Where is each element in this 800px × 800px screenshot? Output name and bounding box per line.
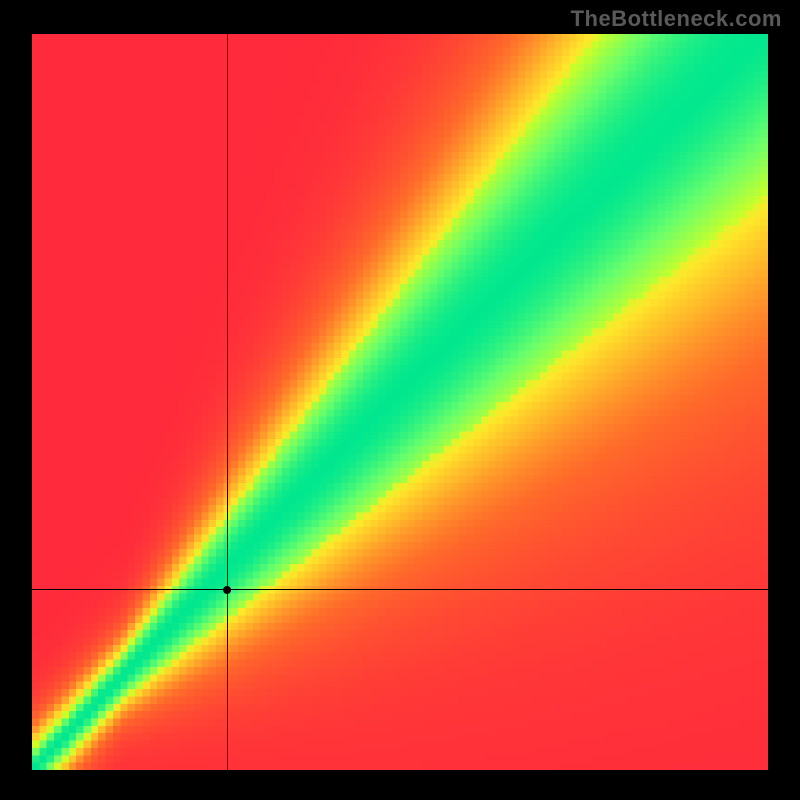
watermark-text: TheBottleneck.com — [571, 6, 782, 32]
crosshair-vertical — [227, 34, 228, 770]
heatmap-canvas — [32, 34, 768, 770]
crosshair-marker — [223, 586, 231, 594]
plot-area — [32, 34, 768, 770]
crosshair-horizontal — [32, 589, 768, 590]
